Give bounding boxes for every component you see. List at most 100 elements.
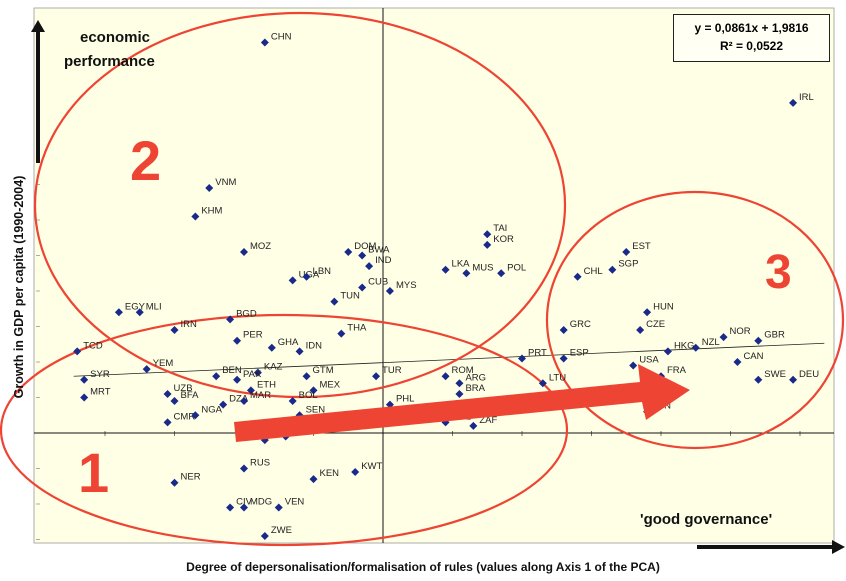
data-label-egy: EGY — [125, 301, 146, 312]
data-label-ner: NER — [181, 472, 201, 483]
data-label-pak: PAK — [243, 369, 262, 380]
data-point-khm — [191, 212, 200, 221]
data-point-gha — [267, 343, 276, 352]
data-point-kor — [483, 240, 492, 249]
data-label-mrt: MRT — [90, 387, 111, 398]
data-point-tai — [483, 230, 492, 239]
data-point-chn — [260, 38, 269, 47]
data-point-zwe — [260, 531, 269, 540]
data-label-tun: TUN — [340, 291, 360, 302]
data-point-nor — [719, 333, 728, 342]
data-point-moz — [240, 247, 248, 256]
data-label-tai: TAI — [493, 223, 507, 234]
data-point-sgp — [608, 265, 617, 274]
data-point-nzl — [691, 343, 700, 352]
data-point-bgd — [226, 315, 235, 324]
region-ellipse-1 — [0, 313, 569, 547]
data-point-vnm — [205, 184, 214, 193]
data-label-hkg: HKG — [674, 340, 695, 351]
data-label-bfa: BFA — [181, 390, 200, 401]
data-label-kor: KOR — [493, 234, 514, 245]
data-label-eth: ETH — [257, 379, 276, 390]
data-label-hun: HUN — [653, 301, 674, 312]
data-point-uga — [288, 276, 297, 285]
data-point-cub — [358, 283, 367, 292]
data-point-rom — [441, 372, 450, 381]
data-point-ken — [309, 475, 318, 484]
data-point-bwa — [358, 251, 367, 260]
region-label-2: 2 — [130, 129, 161, 192]
region-label-3: 3 — [765, 246, 792, 299]
data-label-gbr: GBR — [764, 330, 785, 341]
data-point-cze — [636, 326, 645, 335]
data-label-kaz: KAZ — [264, 362, 283, 373]
data-label-nga: NGA — [201, 404, 222, 415]
data-label-mus: MUS — [472, 262, 493, 273]
data-point-rus — [240, 464, 248, 473]
data-label-uzb: UZB — [174, 383, 193, 394]
data-point-ben — [212, 372, 221, 381]
data-label-can: CAN — [743, 351, 763, 362]
data-point-mex — [309, 386, 318, 395]
data-label-prt: PRT — [528, 347, 547, 358]
data-label-arg: ARG — [465, 372, 486, 383]
region-ellipse-3 — [545, 190, 845, 450]
data-point-ind — [365, 262, 374, 271]
y-axis-arrowhead — [31, 20, 45, 32]
data-point-dza — [219, 400, 228, 409]
data-label-rom: ROM — [452, 365, 474, 376]
region-label-1: 1 — [78, 441, 109, 504]
data-point-uzb — [163, 389, 172, 398]
data-point-ven — [274, 503, 283, 512]
data-label-irl: IRL — [799, 92, 814, 103]
data-label-sen: SEN — [306, 404, 326, 415]
data-point-arg — [455, 379, 464, 388]
data-point-civ — [226, 503, 235, 512]
data-label-esp: ESP — [570, 347, 589, 358]
data-label-uga: UGA — [299, 269, 320, 280]
data-label-cmr: CMR — [174, 411, 196, 422]
data-label-bol: BOL — [299, 390, 318, 401]
data-point-tha — [337, 329, 346, 338]
data-label-tur: TUR — [382, 365, 402, 376]
data-point-grc — [559, 326, 568, 335]
data-label-dom: DOM — [354, 241, 376, 252]
data-point-irl — [789, 98, 798, 107]
data-label-cze: CZE — [646, 319, 665, 330]
data-label-vnm: VNM — [215, 177, 236, 188]
data-label-mex: MEX — [320, 379, 341, 390]
data-label-mar: MAR — [250, 390, 271, 401]
data-point-bfa — [170, 397, 179, 406]
data-label-grc: GRC — [570, 319, 591, 330]
data-label-bgd: BGD — [236, 308, 257, 319]
data-label-gha: GHA — [278, 337, 299, 348]
data-label-irn: IRN — [181, 319, 198, 330]
data-point-mdg — [240, 503, 248, 512]
data-label-lbn: LBN — [313, 266, 332, 277]
x-axis-arrowhead — [832, 540, 845, 554]
data-point-ltu — [538, 379, 547, 388]
data-label-moz: MOZ — [250, 241, 271, 252]
data-point-tcd — [73, 347, 82, 356]
data-point-gtm — [302, 372, 311, 381]
data-point-idn — [295, 347, 304, 356]
annotation-economic: economic — [80, 29, 150, 46]
data-point-swe — [754, 375, 763, 384]
data-label-fra: FRA — [667, 365, 687, 376]
data-label-rus: RUS — [250, 458, 270, 469]
data-label-sgp: SGP — [618, 259, 638, 270]
data-label-deu: DEU — [799, 369, 819, 380]
trendline — [73, 342, 825, 377]
data-label-zaf: ZAF — [479, 415, 497, 426]
data-label-bra: BRA — [465, 383, 485, 394]
data-label-tha: THA — [347, 323, 367, 334]
data-point-pak — [233, 375, 242, 384]
regression-equation-box: y = 0,0861x + 1,9816 R² = 0,0522 — [673, 14, 830, 62]
data-label-tcd: TCD — [83, 340, 103, 351]
r-squared: R² = 0,0522 — [719, 39, 784, 53]
data-point-irn — [170, 326, 179, 335]
data-point-est — [622, 247, 631, 256]
data-label-swe: SWE — [764, 369, 786, 380]
data-point-ner — [170, 478, 179, 487]
data-label-mdg: MDG — [250, 497, 272, 508]
